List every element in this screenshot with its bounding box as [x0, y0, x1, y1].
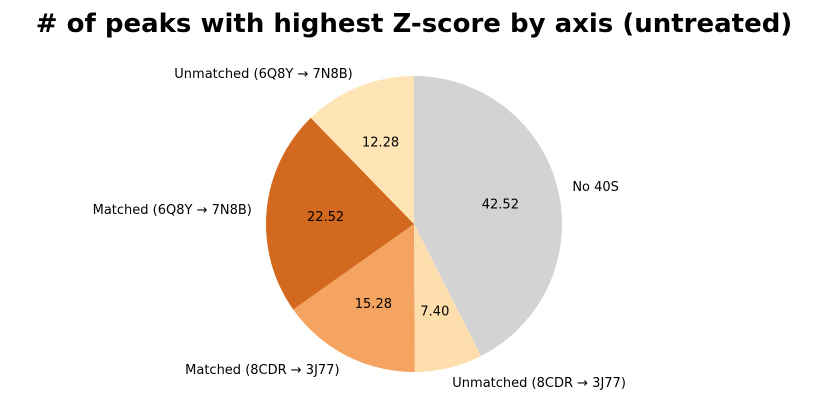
pie-slice [293, 224, 415, 373]
slice-value-label: 15.28 [355, 297, 392, 312]
slice-category-label: Matched (6Q8Y → 7N8B) [93, 203, 252, 218]
pie-slices [266, 76, 563, 373]
slice-category-label: Unmatched (8CDR → 3J77) [452, 376, 626, 391]
slice-category-label: Unmatched (6Q8Y → 7N8B) [174, 67, 352, 82]
pie-slice [266, 117, 414, 310]
slice-value-label: 7.40 [420, 304, 449, 319]
slice-value-label: 12.28 [362, 136, 399, 151]
pie-slice [414, 224, 482, 372]
pie-slice [310, 76, 414, 224]
slice-category-label: No 40S [572, 180, 619, 195]
slice-category-label: Matched (8CDR → 3J77) [185, 363, 339, 378]
slice-value-label: 22.52 [307, 210, 344, 225]
pie-labels: 42.52 No 40S 7.40 Unmatched (8CDR → 3J77) 15… [93, 67, 626, 391]
slice-value-label: 42.52 [482, 197, 519, 212]
chart-title: # of peaks with highest Z-score by axis … [36, 9, 792, 39]
pie-slice [414, 76, 563, 356]
